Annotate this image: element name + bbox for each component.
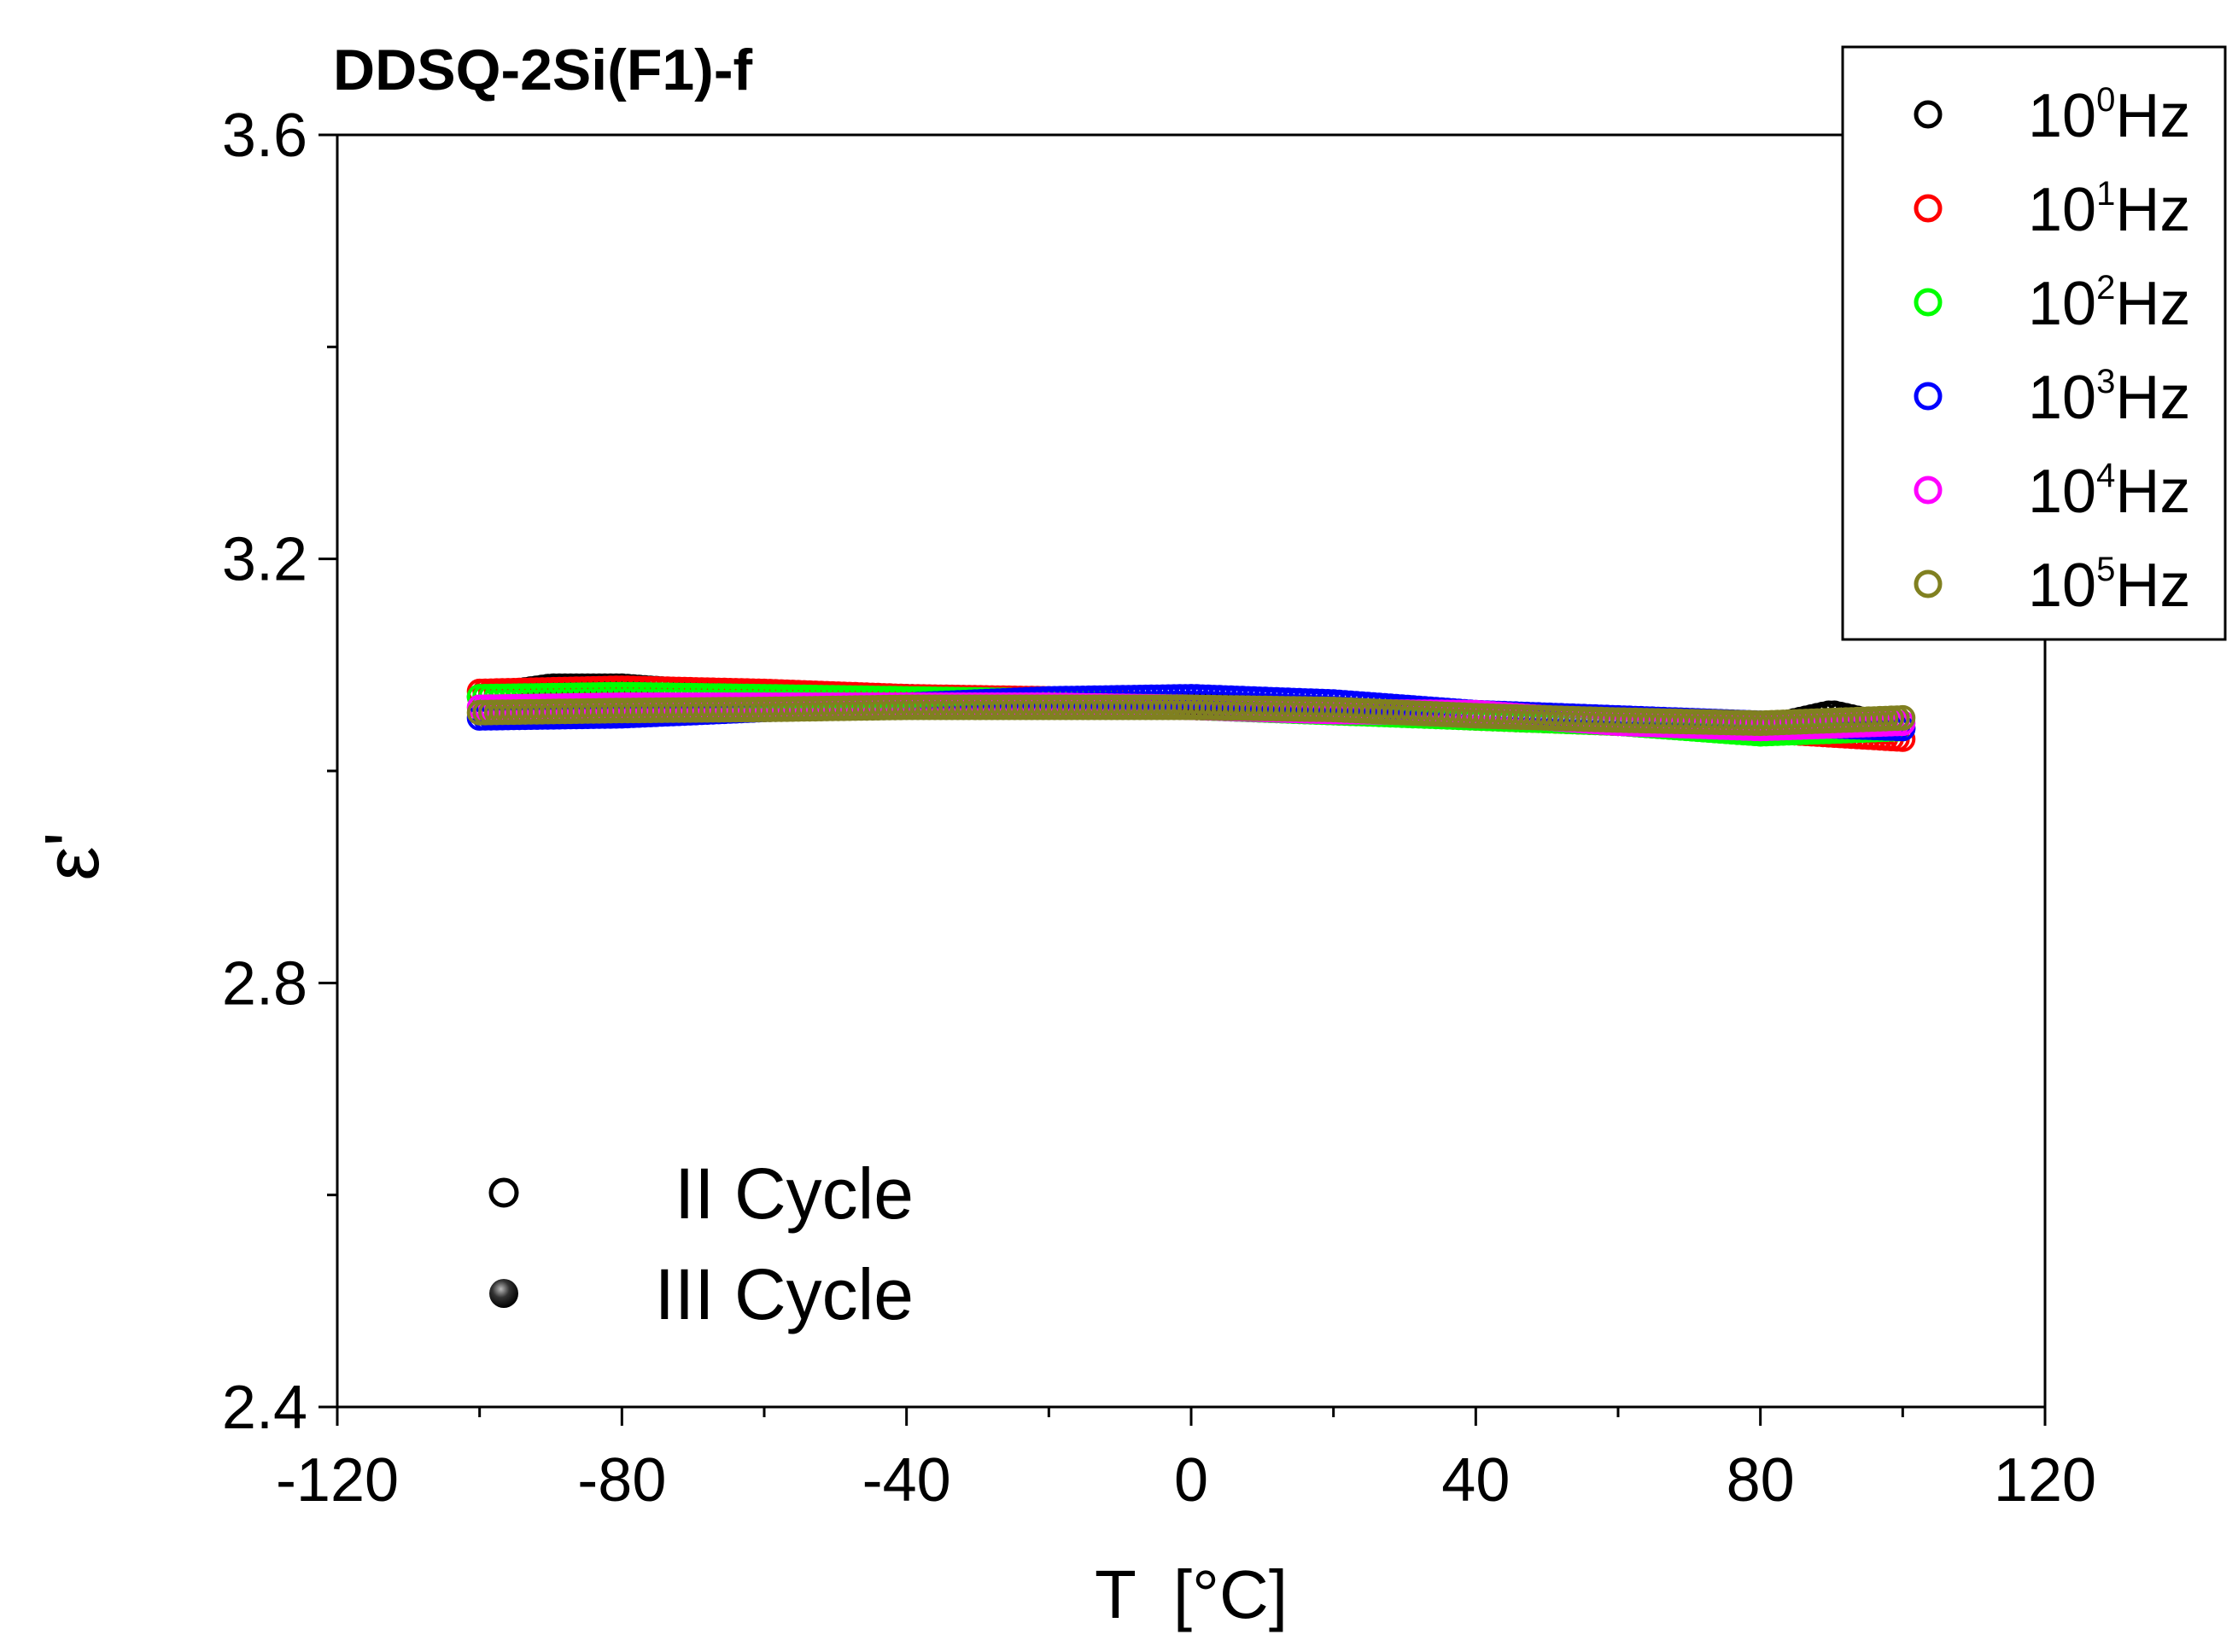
x-axis-label: T [°C]	[1095, 1556, 1288, 1632]
legend-item: 101Hz	[1914, 175, 2190, 244]
legend-marker	[1914, 382, 1943, 411]
x-axis-ticks: -120 -80 -40 0 40 80 120	[276, 1407, 2096, 1515]
y-axis-ticks: 2.4 2.8 3.2 3.6	[222, 102, 337, 1442]
legend-label: 105Hz	[2028, 551, 2190, 620]
y-tick-label: 3.2	[222, 526, 307, 594]
open-circle-marker-icon	[488, 1177, 519, 1208]
y-axis-label: ε'	[30, 832, 115, 880]
chart-title: DDSQ-2Si(F1)-f	[333, 38, 752, 102]
y-tick-label: 3.6	[222, 102, 307, 170]
legend-item: 105Hz	[1914, 551, 2190, 620]
plot-series	[466, 673, 1916, 752]
cycle-legend: II Cycle III Cycle	[488, 1153, 914, 1334]
cycle-legend-label-iii: III Cycle	[655, 1254, 914, 1334]
x-tick-label: 120	[1994, 1446, 2096, 1515]
x-tick-label: -80	[577, 1446, 666, 1515]
legend-marker	[1914, 569, 1943, 598]
y-tick-label: 2.4	[222, 1374, 307, 1442]
legend-label: 102Hz	[2028, 269, 2190, 338]
frequency-legend: 100Hz 101Hz 102Hz 103Hz 104Hz 105Hz	[1841, 45, 2227, 641]
x-tick-label: -40	[862, 1446, 951, 1515]
y-tick-label: 2.8	[222, 949, 307, 1018]
x-tick-label: -120	[276, 1446, 399, 1515]
legend-label: 103Hz	[2028, 363, 2190, 432]
legend-box	[1841, 45, 2227, 641]
legend-marker	[1914, 288, 1943, 317]
legend-item: 103Hz	[1914, 363, 2190, 432]
legend-item: 100Hz	[1914, 81, 2190, 150]
legend-item: 102Hz	[1914, 269, 2190, 338]
x-tick-label: 40	[1441, 1446, 1510, 1515]
legend-label: 101Hz	[2028, 175, 2190, 244]
legend-label: 100Hz	[2028, 81, 2190, 150]
series-5	[466, 694, 1916, 737]
filled-circle-marker-icon	[489, 1279, 518, 1308]
x-tick-label: 80	[1727, 1446, 1795, 1515]
data-point	[1890, 704, 1916, 731]
cycle-legend-label-ii: II Cycle	[675, 1153, 914, 1234]
legend-label: 104Hz	[2028, 457, 2190, 526]
x-tick-label: 0	[1174, 1446, 1208, 1515]
legend-marker	[1914, 476, 1943, 505]
plot-frame	[336, 133, 2047, 1409]
legend-marker	[1914, 194, 1943, 223]
legend-item: 104Hz	[1914, 457, 2190, 526]
legend-marker	[1914, 100, 1943, 129]
